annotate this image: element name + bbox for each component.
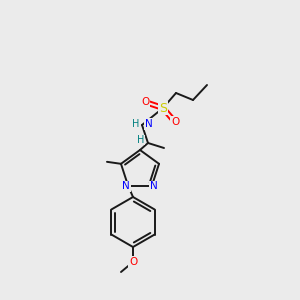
Text: N: N — [122, 181, 130, 191]
Text: N: N — [145, 119, 153, 129]
Text: O: O — [141, 97, 149, 107]
Text: H: H — [137, 135, 145, 145]
Text: N: N — [150, 181, 158, 191]
Text: H: H — [132, 119, 139, 129]
Text: O: O — [129, 257, 137, 267]
Text: O: O — [171, 117, 179, 127]
Text: S: S — [159, 101, 167, 115]
